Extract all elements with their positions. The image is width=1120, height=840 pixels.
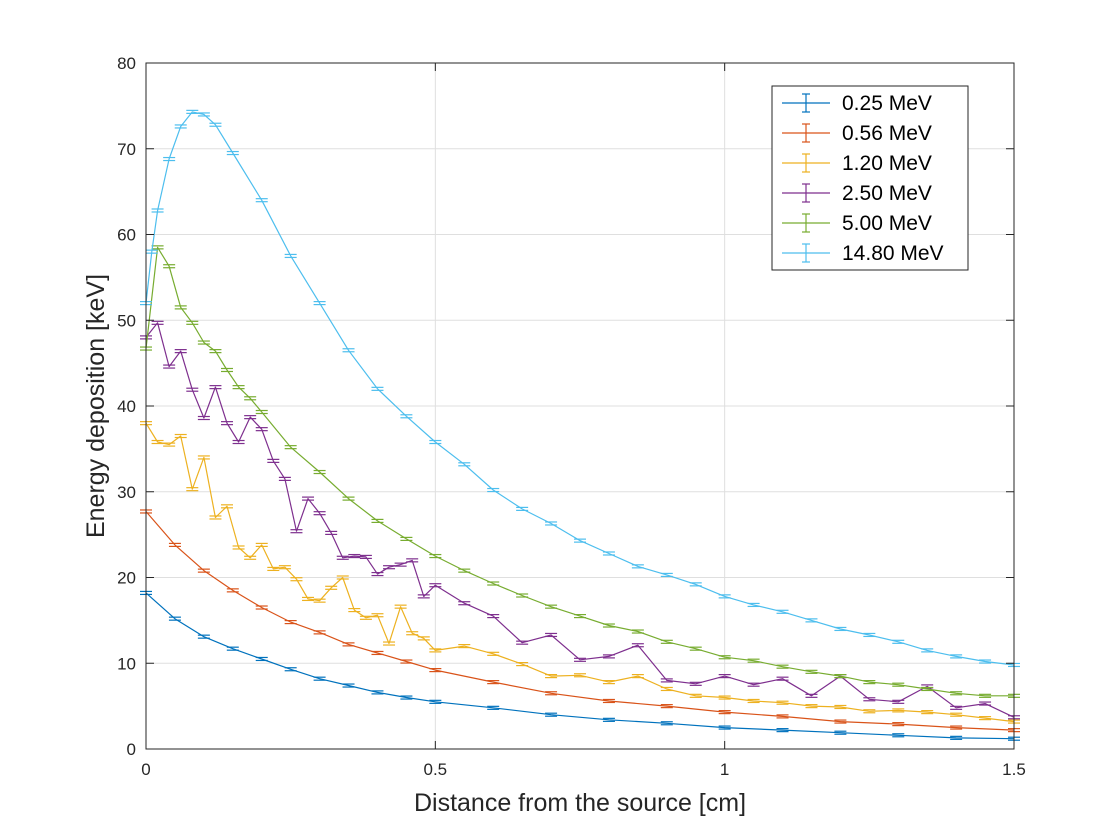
series-line (145, 246, 1014, 697)
legend-item: 0.56 MeV (782, 122, 932, 145)
series-14-80-mev (140, 109, 1020, 668)
axis-ticks: 0 10 20 30 40 50 60 70 80 0 0.5 1 1.5 (117, 54, 1026, 779)
x-tick-label: 1 (720, 760, 729, 779)
series-line (145, 422, 1015, 723)
series-line (145, 511, 1015, 731)
legend-label: 0.25 MeV (842, 92, 932, 115)
series-0-25-mev (140, 590, 1020, 741)
legend-label: 14.80 MeV (842, 242, 944, 265)
legend-item: 2.50 MeV (782, 182, 932, 205)
y-tick-label: 50 (117, 311, 136, 330)
x-tick-label: 0 (141, 760, 150, 779)
y-tick-label: 40 (117, 397, 136, 416)
legend-label: 5.00 MeV (842, 212, 932, 235)
y-tick-label: 0 (127, 740, 136, 759)
series-layer (140, 109, 1020, 741)
x-tick-label: 0.5 (424, 760, 448, 779)
series-line (145, 322, 1015, 718)
legend: 0.25 MeV 0.56 MeV 1.20 MeV 2.50 MeV 5.00 MeV… (771, 85, 969, 271)
y-tick-label: 80 (117, 54, 136, 73)
y-tick-label: 30 (117, 483, 136, 502)
y-tick-label: 60 (117, 226, 136, 245)
legend-label: 0.56 MeV (842, 122, 932, 145)
legend-item: 1.20 MeV (782, 152, 932, 175)
legend-item: 5.00 MeV (782, 212, 932, 235)
series-5-00-mev (140, 245, 1020, 698)
y-tick-label: 10 (117, 654, 136, 673)
legend-label: 1.20 MeV (842, 152, 932, 175)
series-0-56-mev (140, 509, 1020, 733)
x-axis-label: Distance from the source [cm] (414, 789, 746, 817)
series-line (145, 592, 1015, 740)
legend-label: 2.50 MeV (842, 182, 932, 205)
x-tick-label: 1.5 (1002, 760, 1026, 779)
legend-box (771, 85, 969, 271)
y-tick-label: 70 (117, 140, 136, 159)
legend-item: 14.80 MeV (782, 242, 944, 265)
series-1-20-mev (140, 421, 1020, 724)
y-axis-label: Energy deposition [keV] (82, 274, 110, 538)
legend-item: 0.25 MeV (782, 92, 932, 115)
series-2-50-mev (140, 320, 1020, 720)
y-tick-label: 20 (117, 569, 136, 588)
